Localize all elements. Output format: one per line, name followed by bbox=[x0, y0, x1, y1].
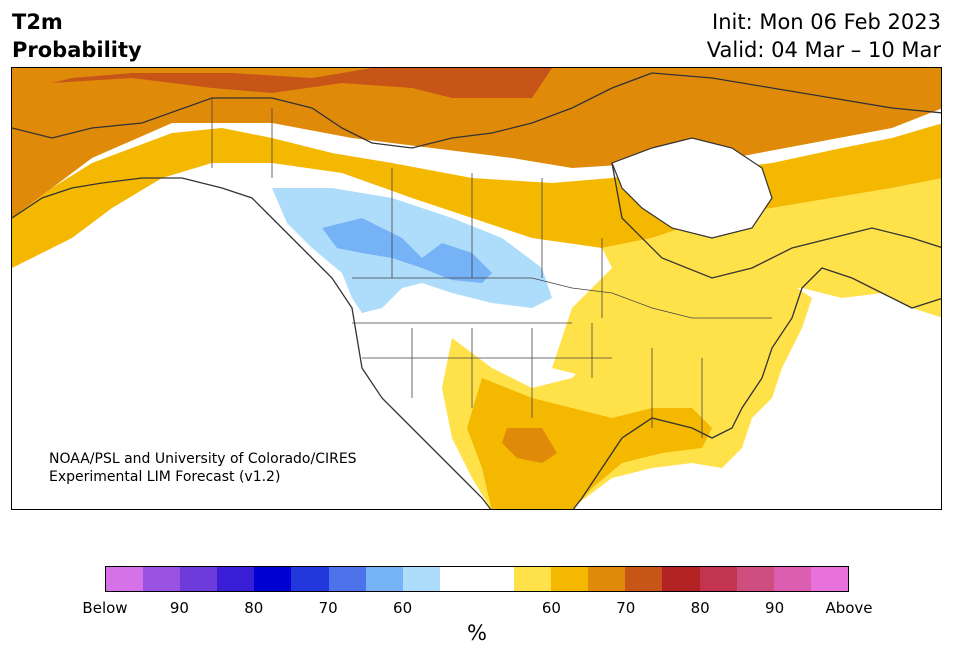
colorbar-tick-label: 70 bbox=[318, 599, 338, 617]
probability-region-north-70 bbox=[12, 68, 941, 218]
probability-region-north-75 bbox=[52, 68, 552, 98]
colorbar-cell bbox=[773, 567, 811, 591]
colorbar-cell bbox=[736, 567, 774, 591]
colorbar-cell bbox=[699, 567, 737, 591]
colorbar-cell bbox=[254, 567, 292, 591]
forecast-dates: Init: Mon 06 Feb 2023 Valid: 04 Mar – 10… bbox=[707, 8, 941, 64]
probability-region-south-65 bbox=[467, 378, 712, 509]
colorbar-tick-label: 90 bbox=[169, 599, 189, 617]
political-borders bbox=[211, 98, 772, 438]
colorbar-tick-label: 90 bbox=[765, 599, 785, 617]
probability-region-north-65 bbox=[12, 123, 941, 268]
colorbar-cell bbox=[588, 567, 626, 591]
colorbar-cell bbox=[328, 567, 366, 591]
probability-region-east-60 bbox=[552, 178, 941, 378]
colorbar-tick-label: 70 bbox=[616, 599, 636, 617]
colorbar-unit: % bbox=[467, 621, 487, 645]
north-america-map bbox=[12, 68, 941, 509]
map-panel: NOAA/PSL and University of Colorado/CIRE… bbox=[11, 67, 942, 510]
colorbar-cell bbox=[291, 567, 329, 591]
forecast-credit: NOAA/PSL and University of Colorado/CIRE… bbox=[49, 450, 357, 486]
title-line-variable: T2m bbox=[12, 10, 63, 34]
colorbar-cell bbox=[106, 567, 144, 591]
colorbar-cell bbox=[217, 567, 255, 591]
valid-dates: Valid: 04 Mar – 10 Mar bbox=[706, 38, 941, 62]
colorbar-tick-label: 60 bbox=[393, 599, 413, 617]
colorbar-cell bbox=[625, 567, 663, 591]
colorbar-tick-label: 80 bbox=[690, 599, 710, 617]
init-date: Init: Mon 06 Feb 2023 bbox=[712, 10, 941, 34]
credit-line-1: NOAA/PSL and University of Colorado/CIRE… bbox=[49, 451, 357, 467]
map-title: T2m Probability bbox=[12, 8, 142, 64]
colorbar-tick-label: Below bbox=[82, 599, 128, 617]
colorbar-cell bbox=[810, 567, 848, 591]
colorbar-cell bbox=[439, 567, 477, 591]
coastline bbox=[12, 72, 941, 509]
probability-region-northwest-below-60 bbox=[322, 218, 492, 283]
colorbar-tick-label: 80 bbox=[244, 599, 264, 617]
colorbar-tick-label: 60 bbox=[541, 599, 561, 617]
colorbar-cell bbox=[514, 567, 552, 591]
probability-region-mexico-70 bbox=[502, 428, 557, 463]
colorbar-cell bbox=[551, 567, 589, 591]
credit-line-2: Experimental LIM Forecast (v1.2) bbox=[49, 469, 281, 485]
hudson-bay bbox=[611, 137, 773, 239]
probability-colorbar bbox=[105, 566, 849, 592]
colorbar-cell bbox=[662, 567, 700, 591]
colorbar-cell bbox=[365, 567, 403, 591]
colorbar-tick-label: Above bbox=[825, 599, 873, 617]
title-line-quantity: Probability bbox=[12, 38, 142, 62]
colorbar-cell bbox=[476, 567, 515, 591]
colorbar-cell bbox=[180, 567, 218, 591]
colorbar-cell bbox=[143, 567, 181, 591]
colorbar-cell bbox=[402, 567, 440, 591]
